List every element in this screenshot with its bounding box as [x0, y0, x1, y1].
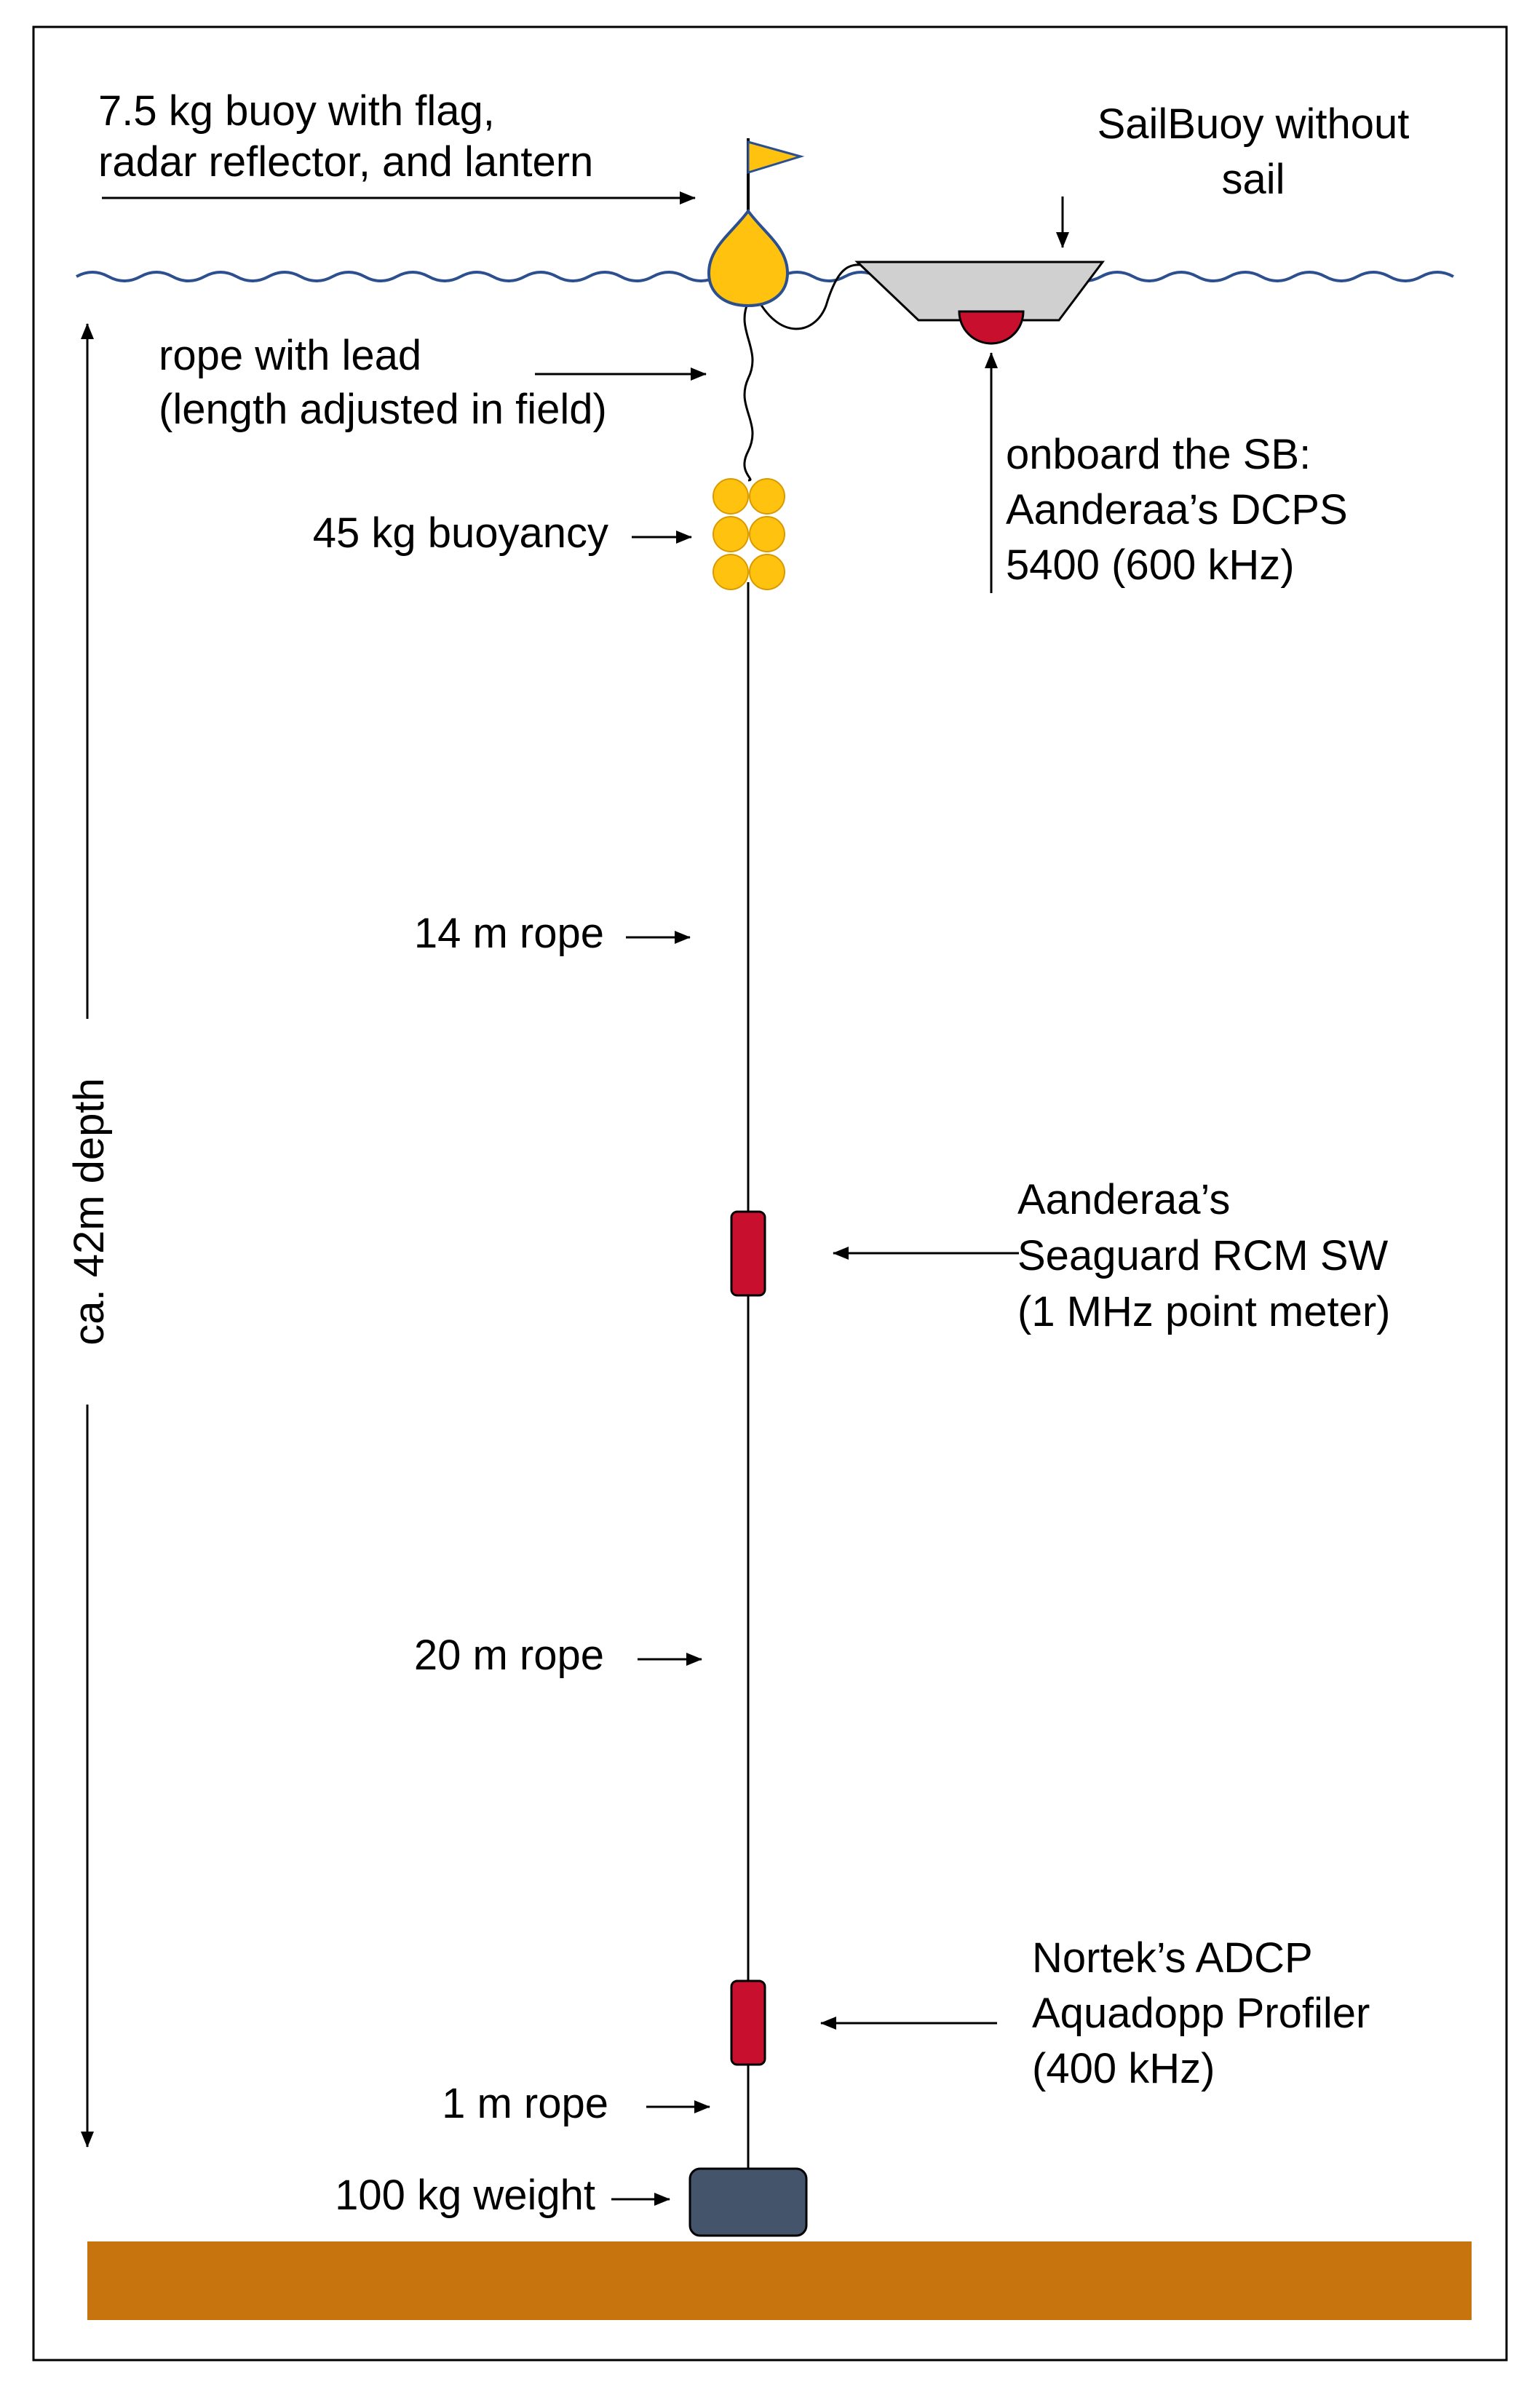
label-rope-14: 14 m rope: [414, 910, 604, 957]
flag: [747, 140, 805, 175]
figure-border: [32, 25, 1508, 2362]
label-weight: 100 kg weight: [335, 2172, 595, 2219]
label-buoyancy: 45 kg buoyancy: [313, 509, 608, 557]
label-rope-lead-line2: (length adjusted in field): [159, 386, 607, 433]
label-rope-1: 1 m rope: [442, 2080, 608, 2127]
label-rope-20: 20 m rope: [414, 1632, 604, 1679]
seaguard-instrument: [730, 1210, 766, 1297]
label-onboard-line1: onboard the SB:: [1006, 431, 1311, 478]
label-adcp-line1: Nortek’s ADCP: [1032, 1934, 1313, 1982]
arrows: [102, 191, 1069, 2206]
label-seaguard-line2: Seaguard RCM SW: [1017, 1232, 1389, 1279]
label-depth: ca. 42m depth: [66, 1078, 113, 1346]
dcps-sensor: [958, 310, 1025, 345]
seabed: [87, 2241, 1472, 2320]
label-adcp-line2: Aquadopp Profiler: [1032, 1990, 1370, 2037]
label-sailbuoy-line1: SailBuoy without: [1098, 100, 1410, 148]
sailbuoy-tether: [754, 263, 867, 330]
sailbuoy-hull: [854, 261, 1105, 322]
anchor-weight: [688, 2167, 808, 2237]
label-onboard-line3: 5400 (600 kHz): [1006, 541, 1295, 589]
label-seaguard-line1: Aanderaa’s: [1017, 1176, 1230, 1223]
adcp-instrument: [730, 1979, 766, 2066]
label-adcp-line3: (400 kHz): [1032, 2045, 1215, 2092]
label-surface-buoy-line1: 7.5 kg buoy with flag,: [98, 87, 495, 135]
label-seaguard-line3: (1 MHz point meter): [1017, 1288, 1390, 1335]
rope-with-lead: [743, 301, 754, 482]
label-sailbuoy-line2: sail: [1221, 156, 1285, 203]
label-rope-lead-line1: rope with lead: [159, 332, 421, 379]
label-onboard-line2: Aanderaa’s DCPS: [1006, 486, 1348, 533]
buoyancy-floats: [713, 478, 785, 590]
label-surface-buoy-line2: radar reflector, and lantern: [98, 138, 593, 186]
surface-buoy: [707, 208, 790, 308]
